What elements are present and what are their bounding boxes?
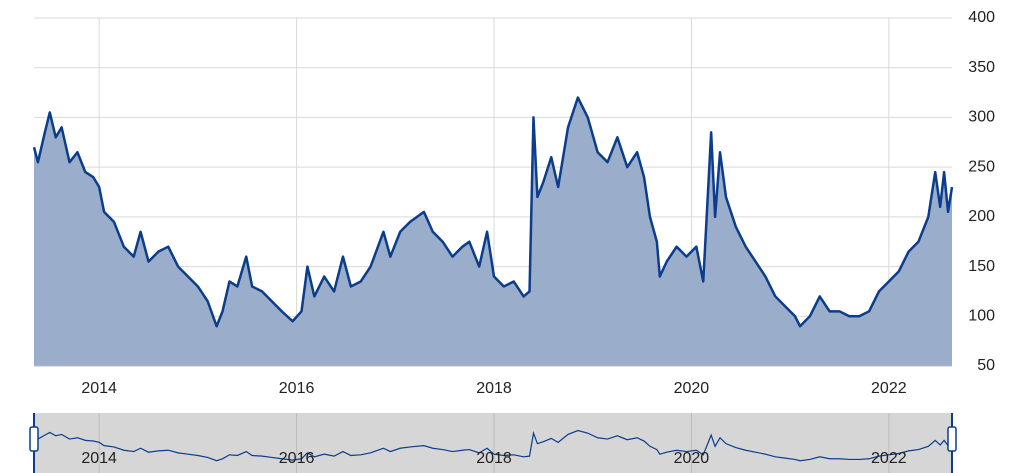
navigator-tick-label: 2022 — [871, 450, 907, 467]
y-tick-label: 350 — [968, 59, 995, 76]
navigator-line — [33, 429, 953, 462]
x-tick-label: 2016 — [279, 380, 315, 397]
navigator-handle[interactable] — [947, 426, 957, 452]
navigator-tick-label: 2020 — [674, 450, 710, 467]
navigator-background — [34, 413, 952, 473]
navigator-tick-label: 2018 — [476, 450, 512, 467]
navigator-tick-label: 2014 — [81, 450, 117, 467]
y-tick-label: 400 — [968, 9, 995, 26]
y-tick-label: 250 — [968, 158, 995, 175]
x-tick-label: 2018 — [476, 380, 512, 397]
x-tick-label: 2020 — [674, 380, 710, 397]
y-tick-label: 50 — [977, 357, 995, 374]
y-tick-label: 100 — [968, 308, 995, 325]
y-tick-label: 150 — [968, 258, 995, 275]
area-line — [32, 96, 954, 328]
y-tick-label: 300 — [968, 109, 995, 126]
x-tick-label: 2014 — [81, 380, 117, 397]
navigator-tick-label: 2016 — [279, 450, 315, 467]
area-fill — [34, 97, 952, 367]
navigator-handle[interactable] — [29, 426, 39, 452]
y-tick-label: 200 — [968, 208, 995, 225]
x-tick-label: 2022 — [871, 380, 907, 397]
